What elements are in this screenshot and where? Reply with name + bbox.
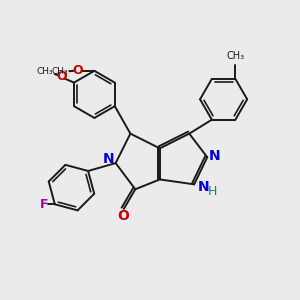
Text: N: N bbox=[103, 152, 114, 166]
Text: H: H bbox=[208, 185, 217, 198]
Text: N: N bbox=[208, 148, 220, 163]
Text: F: F bbox=[40, 198, 49, 211]
Text: O: O bbox=[72, 64, 83, 77]
Text: O: O bbox=[56, 70, 67, 83]
Text: CH₃: CH₃ bbox=[226, 51, 244, 61]
Text: CH₃: CH₃ bbox=[51, 67, 68, 76]
Text: O: O bbox=[117, 209, 129, 223]
Text: CH₃: CH₃ bbox=[37, 67, 53, 76]
Text: N: N bbox=[197, 180, 209, 194]
